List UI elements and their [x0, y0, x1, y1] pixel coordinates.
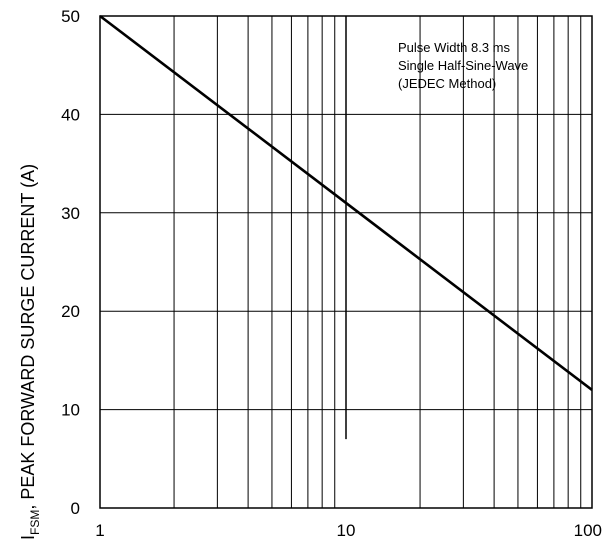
- y-tick-label: 40: [61, 105, 80, 124]
- y-axis-label-main: I: [18, 535, 38, 540]
- x-tick-label: 100: [574, 521, 602, 540]
- y-axis-label-subscript: FSM: [28, 510, 42, 535]
- x-tick-labels: 1 10 100: [95, 521, 602, 540]
- annotation-line-2: Single Half-Sine-Wave: [398, 58, 528, 73]
- y-tick-label: 30: [61, 204, 80, 223]
- y-axis-label-rest: , PEAK FORWARD SURGE CURRENT (A): [18, 164, 38, 510]
- y-tick-label: 0: [71, 499, 80, 518]
- x-tick-label: 1: [95, 521, 104, 540]
- annotation-line-1: Pulse Width 8.3 ms: [398, 40, 510, 55]
- x-tick-label: 10: [337, 521, 356, 540]
- plot-frame: [99, 15, 593, 509]
- annotation-line-3: (JEDEC Method): [398, 76, 496, 91]
- y-tick-label: 10: [61, 401, 80, 420]
- surge-curve: [99, 14, 593, 391]
- grid-lines: [100, 16, 592, 508]
- y-tick-label: 50: [61, 7, 80, 26]
- y-tick-label: 20: [61, 302, 80, 321]
- series-line: [99, 14, 593, 391]
- y-axis-label: IFSM, PEAK FORWARD SURGE CURRENT (A): [18, 164, 42, 540]
- y-tick-labels: 0 10 20 30 40 50: [61, 7, 80, 518]
- annotation-box: Pulse Width 8.3 ms Single Half-Sine-Wave…: [398, 40, 528, 91]
